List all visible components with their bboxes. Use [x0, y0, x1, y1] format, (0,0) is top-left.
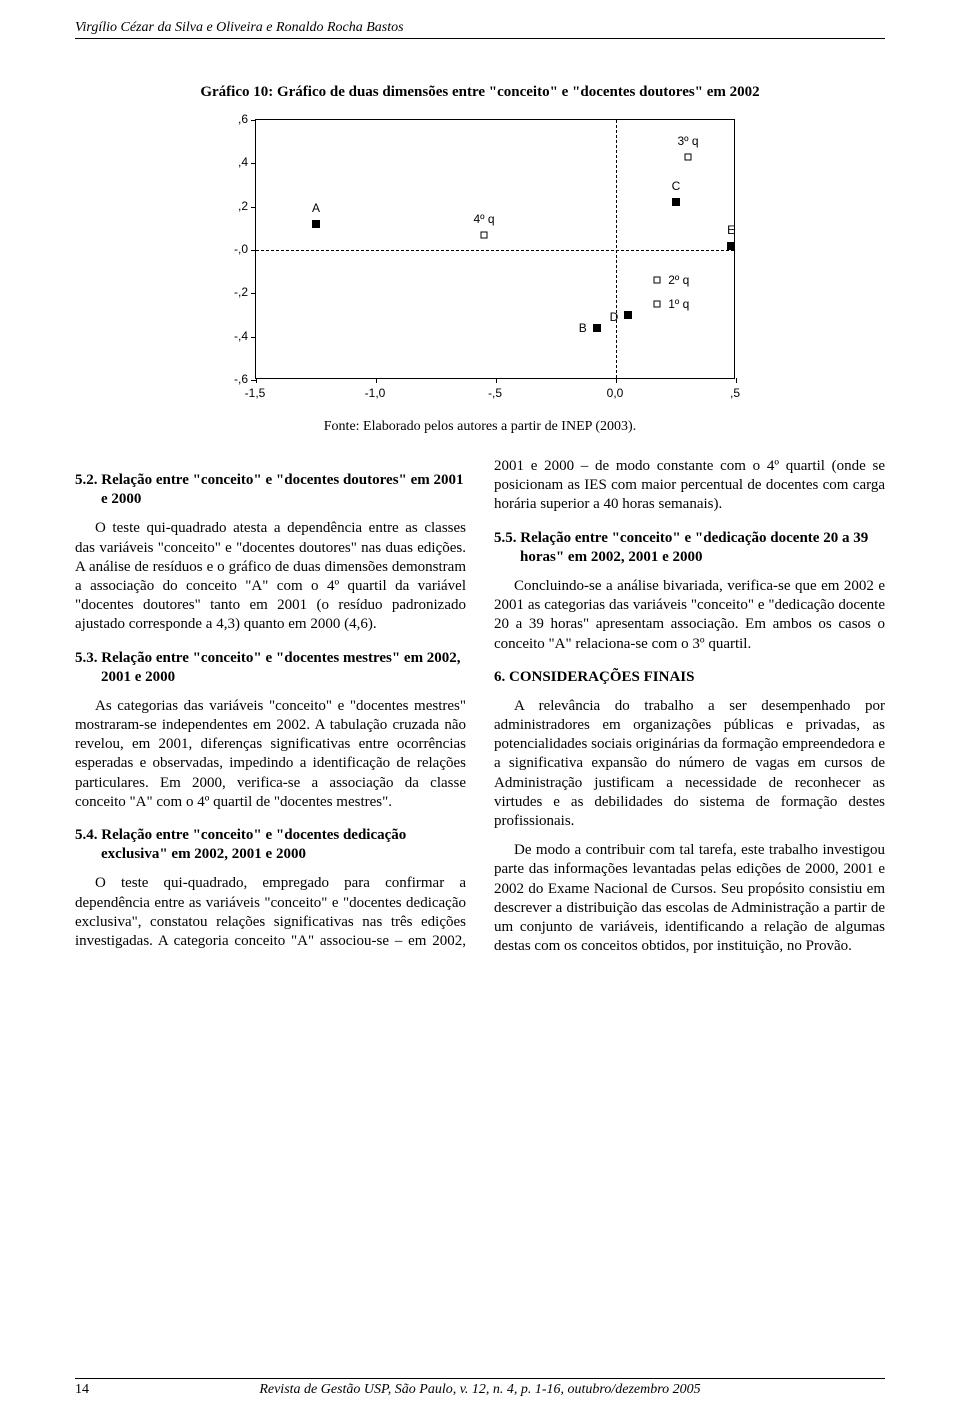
data-point [653, 301, 660, 308]
scatter-chart: A 4º q B D 1º q 2º q C 3º q E -,6 -,4 -,2 -,0 ,2 ,4 ,6… [200, 111, 760, 411]
ytick-label: ,6 [200, 112, 248, 126]
ytick-label: -,0 [200, 242, 248, 256]
para-5-5-1: Concluindo-se a análise bivariada, verif… [494, 577, 885, 654]
xtick-mark [376, 378, 377, 383]
para-5-3-1: As categorias das variáveis "conceito" e… [75, 697, 466, 812]
data-point [727, 242, 735, 250]
data-point [653, 277, 660, 284]
heading-5-3: 5.3. Relação entre "conceito" e "docente… [75, 649, 466, 687]
para-6-1: A relevância do trabalho a ser desempenh… [494, 697, 885, 831]
data-point [685, 153, 692, 160]
data-point [672, 198, 680, 206]
data-point-label: 4º q [473, 212, 494, 226]
data-point-label: C [672, 179, 681, 193]
data-point-label: B [579, 321, 587, 335]
figure-title: Gráfico 10: Gráfico de duas dimensões en… [75, 84, 885, 101]
ytick-mark [251, 207, 256, 208]
ytick-mark [251, 293, 256, 294]
plot-area: A 4º q B D 1º q 2º q C 3º q E [255, 119, 735, 379]
chart-container: A 4º q B D 1º q 2º q C 3º q E -,6 -,4 -,2 -,0 ,2 ,4 ,6… [75, 111, 885, 411]
data-point-label: 1º q [668, 297, 689, 311]
data-point [593, 324, 601, 332]
xtick-label: -1,0 [365, 386, 386, 400]
heading-5-4: 5.4. Relação entre "conceito" e "docente… [75, 826, 466, 864]
data-point-label: 3º q [677, 134, 698, 148]
para-5-2-1: O teste qui-quadrado atesta a dependênci… [75, 519, 466, 634]
page-number: 14 [75, 1382, 105, 1398]
ytick-mark [251, 120, 256, 121]
data-point-label: A [312, 201, 320, 215]
figure-caption: Fonte: Elaborado pelos autores a partir … [75, 419, 885, 435]
footer-spacer [855, 1382, 885, 1398]
xtick-label: ,5 [730, 386, 740, 400]
xtick-label: -1,5 [245, 386, 266, 400]
heading-5-2: 5.2. Relação entre "conceito" e "docente… [75, 471, 466, 509]
para-6-2: De modo a contribuir com tal tarefa, est… [494, 841, 885, 956]
xtick-label: -,5 [488, 386, 502, 400]
heading-5-5: 5.5. Relação entre "conceito" e "dedicaç… [494, 529, 885, 567]
data-point-label: D [610, 310, 619, 324]
xtick-mark [496, 378, 497, 383]
data-point [624, 311, 632, 319]
ytick-mark [251, 163, 256, 164]
ytick-label: -,6 [200, 372, 248, 386]
ytick-mark [251, 337, 256, 338]
ref-line-vertical [616, 120, 617, 378]
heading-6: 6. CONSIDERAÇÕES FINAIS [494, 668, 885, 687]
data-point-label: 2º q [668, 273, 689, 287]
journal-reference: Revista de Gestão USP, São Paulo, v. 12,… [105, 1382, 855, 1398]
xtick-label: 0,0 [607, 386, 624, 400]
ytick-label: -,2 [200, 285, 248, 299]
data-point [481, 231, 488, 238]
data-point-label: E [727, 223, 735, 237]
ytick-label: ,2 [200, 199, 248, 213]
ref-line-horizontal [256, 250, 734, 251]
page-footer: 14 Revista de Gestão USP, São Paulo, v. … [75, 1378, 885, 1398]
xtick-mark [256, 378, 257, 383]
xtick-mark [736, 378, 737, 383]
ytick-label: -,4 [200, 329, 248, 343]
data-point [312, 220, 320, 228]
ytick-label: ,4 [200, 155, 248, 169]
body-columns: 5.2. Relação entre "conceito" e "docente… [75, 457, 885, 959]
running-head: Virgílio Cézar da Silva e Oliveira e Ron… [75, 20, 885, 39]
xtick-mark [616, 378, 617, 383]
